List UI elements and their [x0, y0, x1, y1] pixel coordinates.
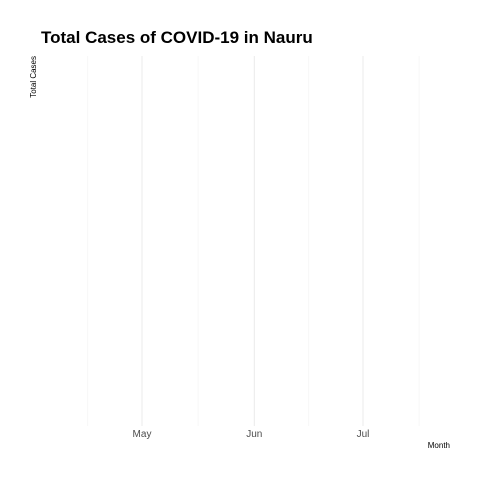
x-tick-label: May	[133, 429, 152, 440]
x-tick-labels: May Jun Jul	[133, 429, 370, 440]
x-tick-label: Jun	[246, 429, 262, 440]
chart-title: Total Cases of COVID-19 in Nauru	[41, 28, 313, 47]
grid	[87, 56, 420, 426]
y-axis-title: Total Cases	[29, 56, 38, 98]
x-axis-title: Month	[428, 441, 450, 450]
x-tick-label: Jul	[357, 429, 370, 440]
